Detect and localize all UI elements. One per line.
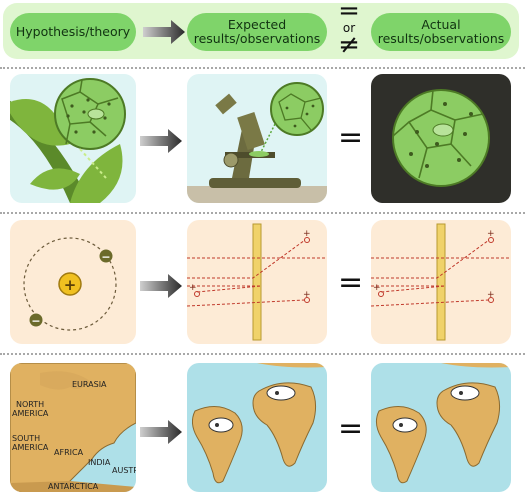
row-separator (0, 212, 525, 214)
arrow-right-icon (140, 274, 182, 298)
plus-marker: + (487, 229, 495, 239)
pangaea-map-card: EURASIA NORTH AMERICA SOUTH AMERICA AFRI… (10, 363, 136, 492)
not-equal-symbol: ≠ (338, 30, 360, 60)
map-label-eurasia: EURASIA (72, 380, 107, 389)
actual-scattering-card: + + + (371, 220, 511, 344)
equals-symbol-header: = (338, 0, 360, 26)
pangaea-map-illustration: EURASIA NORTH AMERICA SOUTH AMERICA AFRI… (10, 363, 136, 492)
expected-label-line2: results/observations (193, 31, 321, 46)
positive-charge-label: + (64, 276, 77, 294)
actual-cells-card (371, 74, 511, 203)
expected-fossil-map-card (187, 363, 327, 492)
expected-label-line1: Expected (227, 17, 287, 32)
electron-icon (29, 313, 43, 327)
microscope-card (187, 74, 327, 203)
plant-leaf-card (10, 74, 136, 203)
plus-marker: + (189, 283, 197, 293)
actual-label-line2: results/observations (377, 31, 505, 46)
plus-marker: + (487, 290, 495, 300)
row-separator (0, 67, 525, 69)
plus-marker: + (303, 290, 311, 300)
nucleus-icon (58, 272, 82, 296)
arrow-right-icon (143, 20, 185, 44)
hypothesis-pill: Hypothesis/theory (10, 13, 136, 51)
equals-symbol-row3: = (338, 411, 364, 446)
expected-scattering-card: + + + (187, 220, 327, 344)
plus-marker: + (373, 283, 381, 293)
negative-charge-label: − (31, 315, 40, 328)
hypothesis-label: Hypothesis/theory (15, 24, 131, 39)
equals-symbol-row1: = (338, 120, 364, 155)
equals-symbol-row2: = (338, 265, 364, 300)
map-label-north: NORTH (16, 400, 44, 409)
map-label-america: AMERICA (12, 409, 49, 418)
electron-icon (99, 249, 113, 263)
map-label-africa: AFRICA (54, 448, 84, 457)
actual-pill: Actual results/observations (371, 13, 511, 51)
atom-model-illustration: + − − (23, 237, 117, 331)
map-label-america: AMERICA (12, 443, 49, 452)
map-label-antarctica: ANTARCTICA (48, 482, 99, 491)
negative-charge-label: − (101, 251, 110, 264)
map-label-india: INDIA (88, 458, 111, 467)
or-label: or (342, 21, 356, 35)
plus-marker: + (303, 229, 311, 239)
actual-scattering-illustration: + + + (371, 223, 511, 341)
actual-label-line1: Actual (421, 17, 461, 32)
atom-model-card: + − − (10, 220, 136, 344)
expected-scattering-illustration: + + + (187, 223, 327, 341)
microscope-illustration (187, 82, 327, 203)
arrow-right-icon (140, 420, 182, 444)
expected-pill: Expected results/observations (187, 13, 327, 51)
map-label-australia: AUSTR (112, 466, 136, 475)
row-separator (0, 353, 525, 355)
actual-fossil-map-illustration (375, 363, 511, 484)
actual-cells-illustration (392, 89, 490, 187)
actual-fossil-map-card (371, 363, 511, 492)
map-label-south: SOUTH (12, 434, 40, 443)
arrow-right-icon (140, 129, 182, 153)
plant-leaf-illustration (10, 78, 126, 203)
expected-fossil-map-illustration (191, 363, 327, 484)
